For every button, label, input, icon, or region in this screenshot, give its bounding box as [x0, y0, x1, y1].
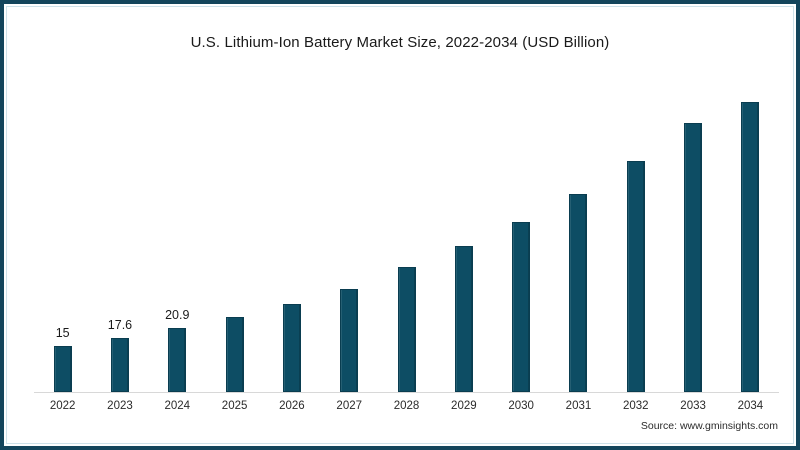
x-tick-label: 2023	[107, 400, 133, 412]
bar	[626, 161, 645, 392]
x-tick-label: 2034	[737, 400, 764, 412]
bar	[684, 123, 703, 392]
bar	[340, 289, 359, 392]
bar-value-label: 15	[55, 326, 70, 340]
x-axis-tick-labels: 2022 2023 2024 2025 2026 2027 2028 2029 2030 2031…	[34, 400, 779, 412]
bar	[110, 338, 129, 392]
x-tick-label: 2030	[508, 400, 534, 412]
bar-slot	[493, 66, 550, 392]
x-axis-line	[34, 392, 779, 393]
bar-slot	[435, 66, 492, 392]
bar-slot: 20.9	[149, 66, 206, 392]
bar	[53, 346, 72, 392]
bar	[512, 222, 531, 392]
bar-slot	[607, 66, 664, 392]
bar-slot: 15	[34, 66, 91, 392]
bar-slot	[722, 66, 779, 392]
x-tick-label: 2026	[279, 400, 305, 412]
x-tick-label: 2031	[565, 400, 592, 412]
bar-slot	[664, 66, 721, 392]
x-tick-label: 2022	[49, 400, 76, 412]
bar	[282, 304, 301, 392]
bar	[397, 267, 416, 392]
bar-value-label: 17.6	[107, 318, 133, 332]
source-attribution: Source: www.gminsights.com	[640, 420, 778, 432]
bar-slot	[378, 66, 435, 392]
bar-series: 15 17.6 20.9	[34, 66, 779, 392]
x-tick-label: 2032	[622, 400, 649, 412]
x-tick-label: 2029	[451, 400, 477, 412]
bar	[454, 246, 473, 392]
bar-value-label: 20.9	[165, 308, 190, 322]
bar-slot: 17.6	[91, 66, 148, 392]
bar-slot	[321, 66, 378, 392]
bar	[741, 102, 760, 392]
x-tick-label: 2027	[336, 400, 363, 412]
bar	[168, 328, 187, 392]
bar	[225, 317, 244, 392]
x-tick-label: 2028	[393, 400, 420, 412]
x-tick-label: 2025	[221, 400, 248, 412]
x-tick-label: 2024	[164, 400, 191, 412]
chart-title: U.S. Lithium-Ion Battery Market Size, 20…	[190, 34, 610, 51]
bar	[569, 194, 588, 392]
bar-slot	[206, 66, 263, 392]
bar-slot	[263, 66, 320, 392]
x-tick-label: 2033	[680, 400, 706, 412]
bar-slot	[550, 66, 607, 392]
